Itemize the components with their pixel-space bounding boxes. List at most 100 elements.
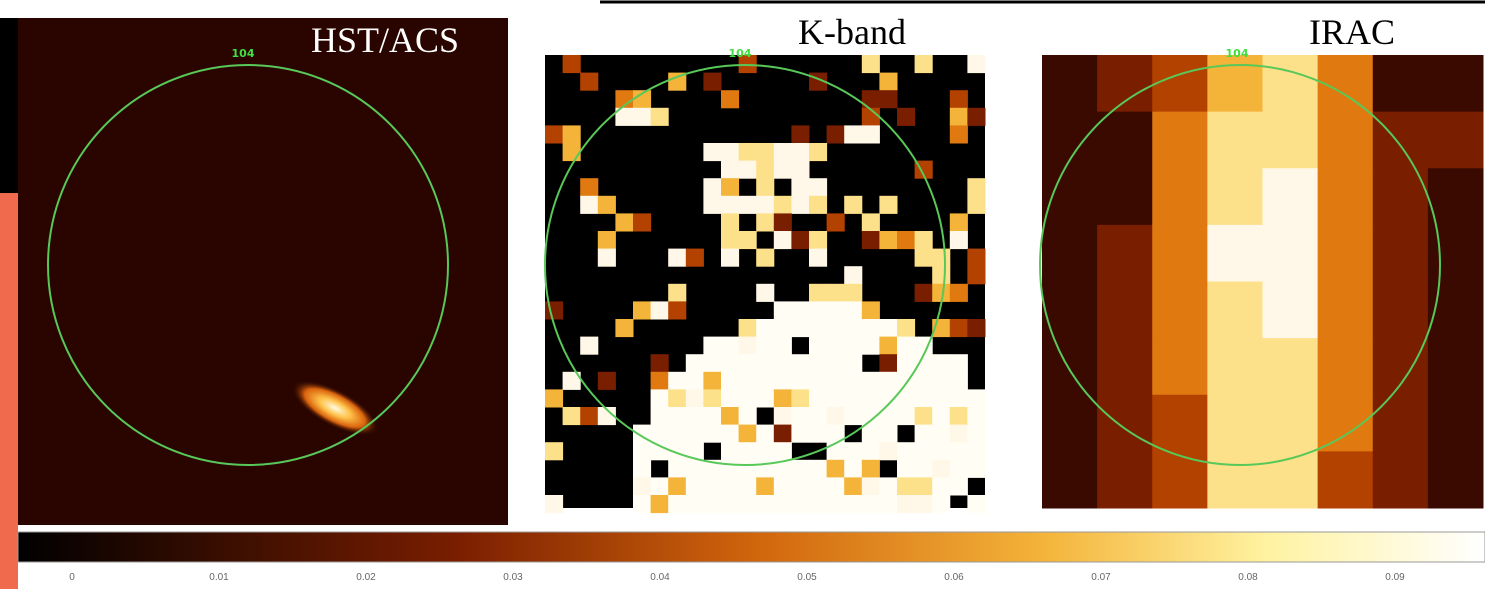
pixel	[1152, 225, 1208, 282]
pixel	[809, 337, 827, 355]
pixel	[1097, 168, 1153, 225]
pixel	[879, 442, 897, 460]
pixel	[915, 460, 933, 478]
pixel	[1263, 168, 1319, 225]
pixel	[897, 108, 915, 126]
pixel	[791, 425, 809, 443]
pixel	[915, 249, 933, 267]
pixel	[879, 477, 897, 495]
pixel	[1373, 282, 1429, 339]
pixel	[1263, 395, 1319, 452]
pixel	[967, 442, 985, 460]
pixel	[827, 213, 845, 231]
pixel	[774, 407, 792, 425]
pixel	[774, 143, 792, 161]
pixel	[651, 495, 669, 513]
pixel	[651, 301, 669, 319]
pixel	[703, 389, 721, 407]
pixel	[1097, 225, 1153, 282]
pixel	[651, 389, 669, 407]
pixel	[879, 90, 897, 108]
pixel	[897, 319, 915, 337]
pixel	[791, 354, 809, 372]
pixel	[897, 495, 915, 513]
pixel	[791, 495, 809, 513]
pixel	[721, 249, 739, 267]
pixel	[739, 319, 757, 337]
pixel	[879, 73, 897, 91]
pixel	[721, 442, 739, 460]
pixel	[756, 389, 774, 407]
pixel	[791, 319, 809, 337]
pixel	[563, 407, 581, 425]
pixel	[756, 284, 774, 302]
pixel	[756, 425, 774, 443]
pixel	[739, 495, 757, 513]
pixel	[1207, 55, 1263, 112]
pixel	[967, 460, 985, 478]
pixel	[1042, 451, 1098, 508]
pixel	[844, 442, 862, 460]
pixel	[580, 73, 598, 91]
pixel	[809, 319, 827, 337]
pixel	[844, 407, 862, 425]
pixel	[756, 249, 774, 267]
pixel	[1207, 395, 1263, 452]
pixel	[651, 354, 669, 372]
pixel	[563, 125, 581, 143]
pixel	[668, 495, 686, 513]
pixel	[774, 301, 792, 319]
pixel	[580, 178, 598, 196]
pixel	[879, 354, 897, 372]
pixel	[950, 90, 968, 108]
pixel	[739, 196, 757, 214]
pixel	[897, 231, 915, 249]
pixel	[844, 284, 862, 302]
pixel	[774, 477, 792, 495]
pixel	[844, 354, 862, 372]
pixel	[668, 249, 686, 267]
pixel	[809, 301, 827, 319]
pixel	[1207, 168, 1263, 225]
pixel	[1318, 112, 1374, 169]
pixel	[756, 372, 774, 390]
pixel	[809, 372, 827, 390]
pixel	[1263, 451, 1319, 508]
pixel	[703, 337, 721, 355]
pixel	[721, 337, 739, 355]
pixel	[721, 161, 739, 179]
colorbar-tick-label: 0.05	[797, 572, 817, 583]
pixel	[809, 407, 827, 425]
pixel	[1373, 451, 1429, 508]
pixel	[1428, 338, 1484, 395]
pixel	[1428, 451, 1484, 508]
pixel	[1042, 225, 1098, 282]
pixel	[598, 249, 616, 267]
pixel	[1373, 395, 1429, 452]
colorbar-tick-label: 0.02	[356, 572, 376, 583]
pixel	[967, 425, 985, 443]
pixel	[879, 196, 897, 214]
pixel	[967, 196, 985, 214]
pixel	[915, 495, 933, 513]
pixel	[915, 389, 933, 407]
pixel	[791, 407, 809, 425]
pixel	[967, 55, 985, 73]
pixel	[703, 425, 721, 443]
pixel	[633, 442, 651, 460]
pixel	[1373, 55, 1429, 112]
pixel	[545, 495, 563, 513]
pixel	[862, 319, 880, 337]
pixel	[915, 407, 933, 425]
pixel	[1097, 282, 1153, 339]
pixel	[791, 389, 809, 407]
pixel	[897, 354, 915, 372]
pixel	[651, 407, 669, 425]
pixel	[1263, 225, 1319, 282]
pixel	[950, 125, 968, 143]
pixel	[932, 477, 950, 495]
pixel	[756, 213, 774, 231]
pixel	[668, 372, 686, 390]
pixel	[967, 108, 985, 126]
pixel	[844, 196, 862, 214]
